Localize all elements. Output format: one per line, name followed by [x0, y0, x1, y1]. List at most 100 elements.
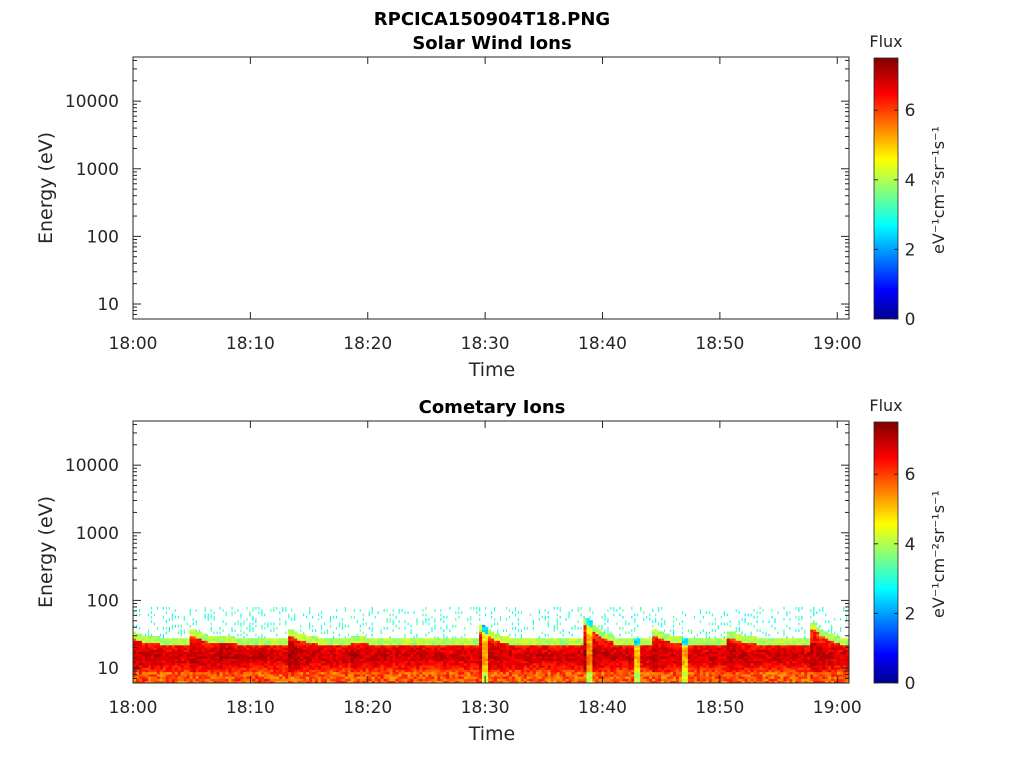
noise-cell	[291, 609, 293, 612]
noise-cell	[556, 624, 558, 628]
flux-cell	[407, 662, 411, 666]
flux-cell	[502, 638, 507, 641]
flux-cell	[141, 662, 146, 666]
flux-cell	[243, 640, 247, 644]
flux-cell	[589, 622, 593, 626]
flux-cell	[631, 644, 635, 648]
flux-cell	[598, 658, 602, 661]
noise-cell	[386, 609, 388, 612]
flux-cell	[312, 678, 316, 682]
flux-cell	[535, 662, 540, 666]
flux-cell	[717, 649, 722, 653]
flux-cell	[428, 656, 432, 659]
flux-cell	[153, 680, 158, 684]
flux-cell	[493, 642, 498, 646]
flux-cell	[592, 638, 596, 641]
flux-cell	[693, 669, 698, 673]
flux-cell	[634, 638, 638, 641]
flux-cell	[601, 649, 605, 653]
flux-cell	[705, 667, 710, 670]
flux-cell	[544, 676, 549, 679]
flux-cell	[571, 642, 575, 646]
flux-cell	[344, 656, 349, 659]
flux-cell	[678, 647, 683, 650]
flux-cell	[505, 671, 510, 675]
flux-cell	[655, 642, 659, 646]
flux-cell	[696, 667, 701, 670]
flux-cell	[398, 638, 402, 641]
flux-cell	[505, 658, 510, 661]
flux-cell	[649, 638, 653, 641]
flux-cell	[300, 678, 304, 682]
flux-cell	[449, 656, 453, 659]
flux-cell	[720, 638, 725, 641]
flux-cell	[446, 667, 450, 670]
flux-cell	[419, 662, 423, 666]
x-tick-label: 18:20	[343, 334, 392, 354]
flux-cell	[467, 640, 471, 644]
flux-cell	[631, 656, 635, 659]
flux-cell	[723, 665, 728, 668]
flux-cell	[711, 660, 716, 664]
flux-cell	[189, 653, 194, 657]
flux-cell	[592, 642, 596, 646]
flux-cell	[144, 653, 149, 657]
flux-cell	[413, 642, 417, 646]
flux-cell	[159, 669, 164, 673]
flux-cell	[171, 676, 176, 679]
flux-cell	[246, 669, 250, 673]
flux-cell	[547, 651, 552, 655]
flux-cell	[171, 656, 176, 659]
flux-cell	[413, 660, 417, 664]
flux-cell	[398, 644, 402, 648]
flux-cell	[628, 671, 632, 675]
flux-cell	[440, 644, 444, 648]
flux-cell	[604, 667, 608, 670]
flux-cell	[637, 662, 641, 666]
flux-cell	[675, 658, 680, 661]
flux-cell	[595, 660, 599, 664]
flux-cell	[714, 678, 719, 682]
flux-cell	[732, 658, 736, 661]
flux-cell	[306, 676, 310, 679]
flux-cell	[562, 642, 566, 646]
flux-cell	[493, 667, 498, 670]
flux-cell	[628, 660, 632, 664]
noise-cell	[559, 631, 561, 635]
flux-cell	[523, 674, 528, 677]
noise-cell	[234, 622, 236, 626]
flux-cell	[437, 644, 441, 648]
noise-cell	[544, 633, 546, 637]
flux-cell	[511, 680, 516, 684]
flux-cell	[231, 662, 235, 666]
flux-cell	[652, 658, 656, 661]
flux-cell	[693, 649, 698, 653]
flux-cell	[156, 644, 161, 648]
flux-cell	[195, 642, 199, 646]
flux-cell	[368, 669, 373, 673]
flux-cell	[398, 660, 402, 664]
flux-cell	[443, 647, 447, 650]
flux-cell	[729, 642, 733, 646]
flux-cell	[159, 665, 164, 668]
flux-cell	[303, 653, 307, 657]
flux-cell	[264, 651, 268, 655]
flux-cell	[455, 676, 459, 679]
flux-cell	[595, 674, 599, 677]
flux-cell	[488, 676, 492, 679]
flux-cell	[201, 638, 205, 641]
noise-cell	[464, 627, 466, 630]
flux-cell	[664, 649, 668, 653]
flux-cell	[476, 662, 480, 666]
flux-cell	[198, 633, 202, 637]
noise-cell	[285, 606, 287, 610]
flux-cell	[141, 665, 146, 668]
flux-cell	[192, 669, 196, 673]
flux-cell	[291, 658, 295, 661]
flux-cell	[297, 669, 301, 673]
flux-cell	[610, 651, 614, 655]
flux-cell	[508, 678, 513, 682]
flux-cell	[159, 667, 164, 670]
flux-cell	[341, 656, 346, 659]
flux-cell	[520, 644, 525, 648]
